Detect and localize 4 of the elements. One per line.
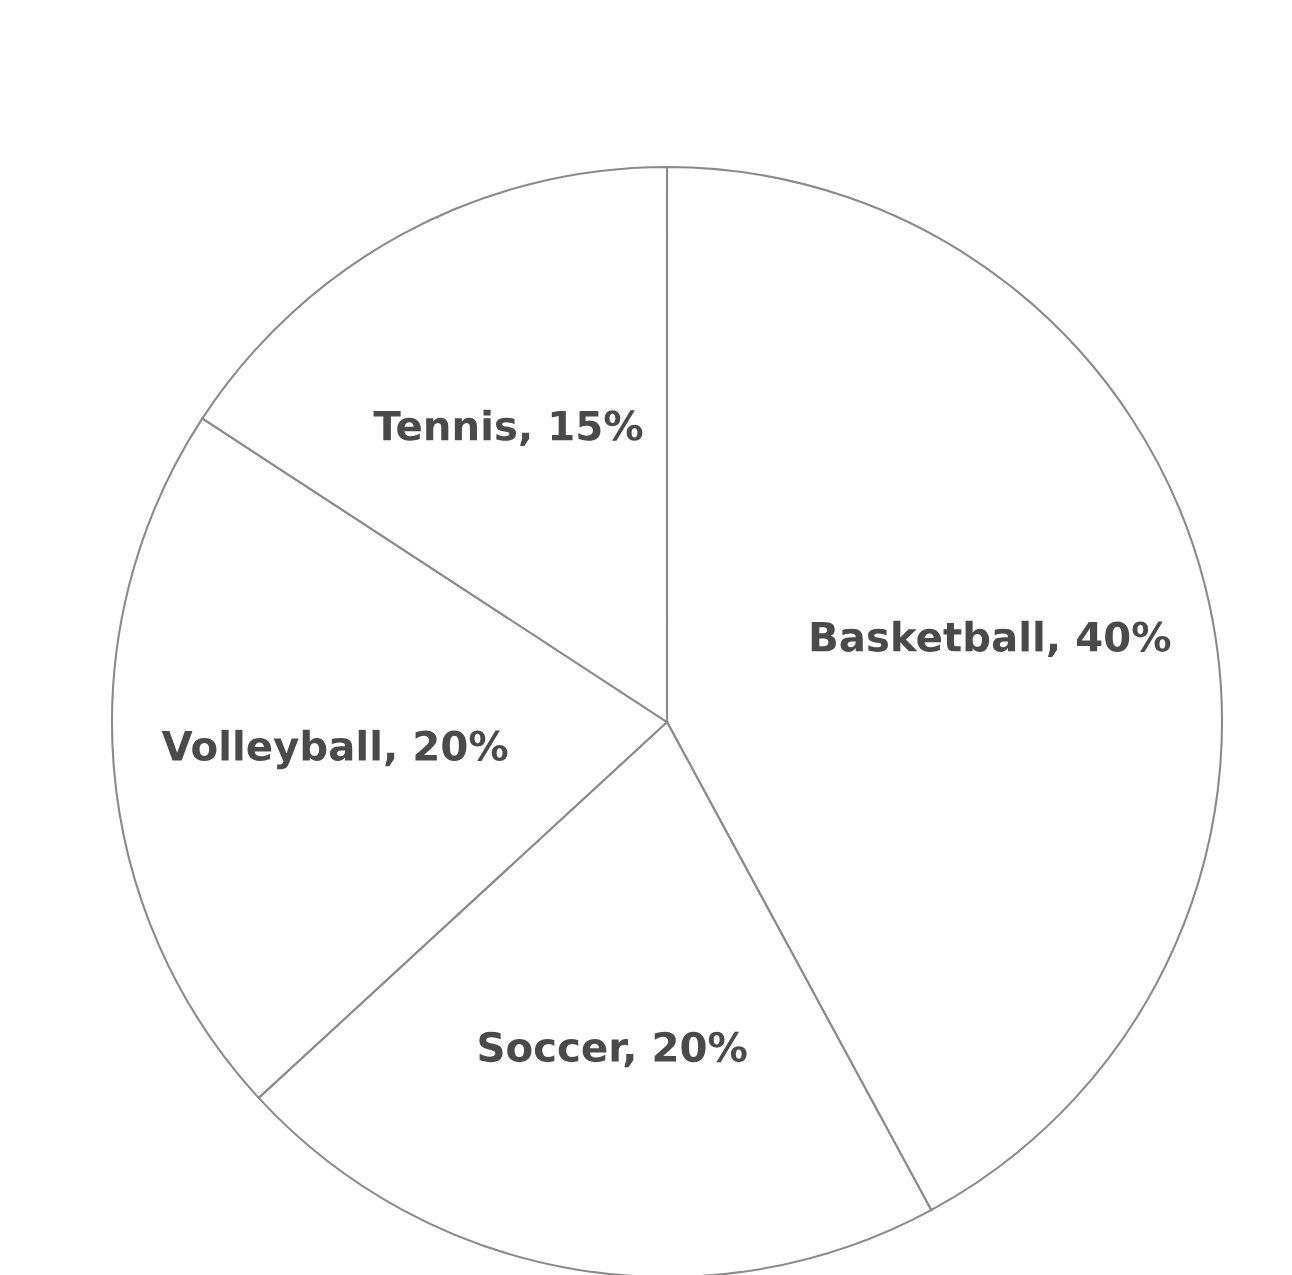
slice-label: Soccer, 20% <box>479 1031 747 1068</box>
slice-label: Volleyball, 20% <box>161 729 508 770</box>
slice-label: Basketball, 40% <box>811 620 1171 658</box>
slice-label: Tennis, 15% <box>373 409 643 446</box>
